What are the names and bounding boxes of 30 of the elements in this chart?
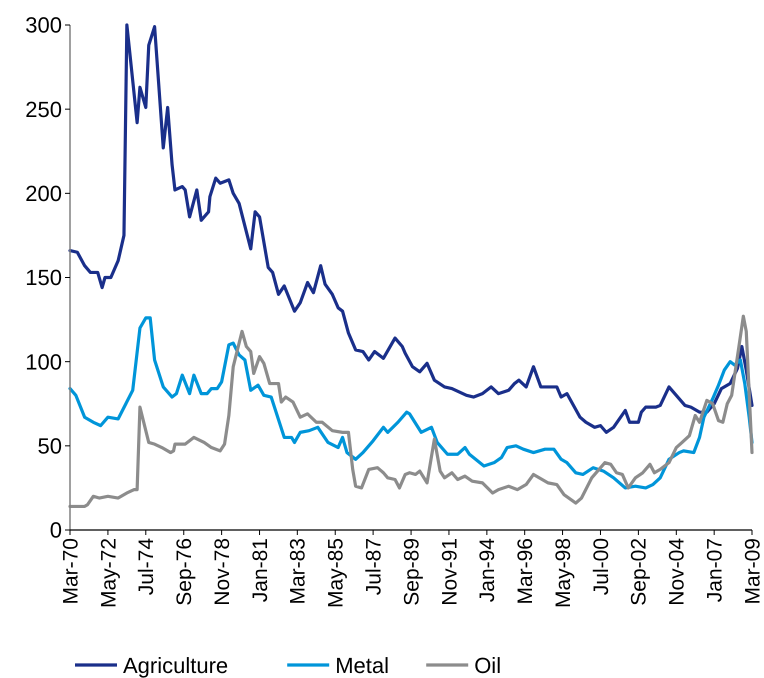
x-tick-label: May-98 (552, 538, 575, 608)
x-tick-label: Mar-70 (59, 538, 82, 605)
x-tick-label: Sep-02 (628, 538, 651, 606)
x-tick-label: Nov-78 (210, 538, 234, 606)
x-tick-label: Jan-81 (248, 538, 272, 602)
y-tick-label: 150 (25, 265, 62, 290)
x-tick-label: May-72 (97, 538, 120, 608)
y-tick-label: 200 (25, 181, 62, 206)
x-tick-label: Jul-74 (135, 538, 158, 596)
legend-label: Oil (474, 653, 502, 678)
line-series (68, 23, 754, 434)
x-tick-label: Mar-83 (286, 538, 310, 605)
y-tick-label: 300 (25, 12, 62, 38)
x-tick-label: Jul-00 (590, 538, 613, 596)
x-tick-label: Jan-94 (476, 538, 500, 602)
y-tick-label: 250 (25, 96, 62, 122)
legend-label: Metal (335, 653, 389, 678)
y-tick-label: 50 (38, 434, 62, 459)
x-tick-label: May-85 (324, 538, 348, 608)
y-tick-label: 0 (50, 518, 62, 543)
x-tick-label: Sep-76 (173, 538, 196, 606)
x-tick-label: Sep-89 (400, 538, 424, 606)
x-tick-label: Mar-09 (741, 538, 764, 605)
legend-label: Agriculture (123, 653, 228, 678)
y-tick-label: 100 (25, 349, 62, 374)
x-tick-label: Nov-91 (438, 538, 462, 606)
x-tick-label: Jul-87 (362, 538, 386, 596)
x-tick-label: Mar-96 (514, 538, 538, 605)
x-tick-label: Nov-04 (666, 538, 689, 606)
x-tick-label: Jan-07 (704, 538, 727, 602)
